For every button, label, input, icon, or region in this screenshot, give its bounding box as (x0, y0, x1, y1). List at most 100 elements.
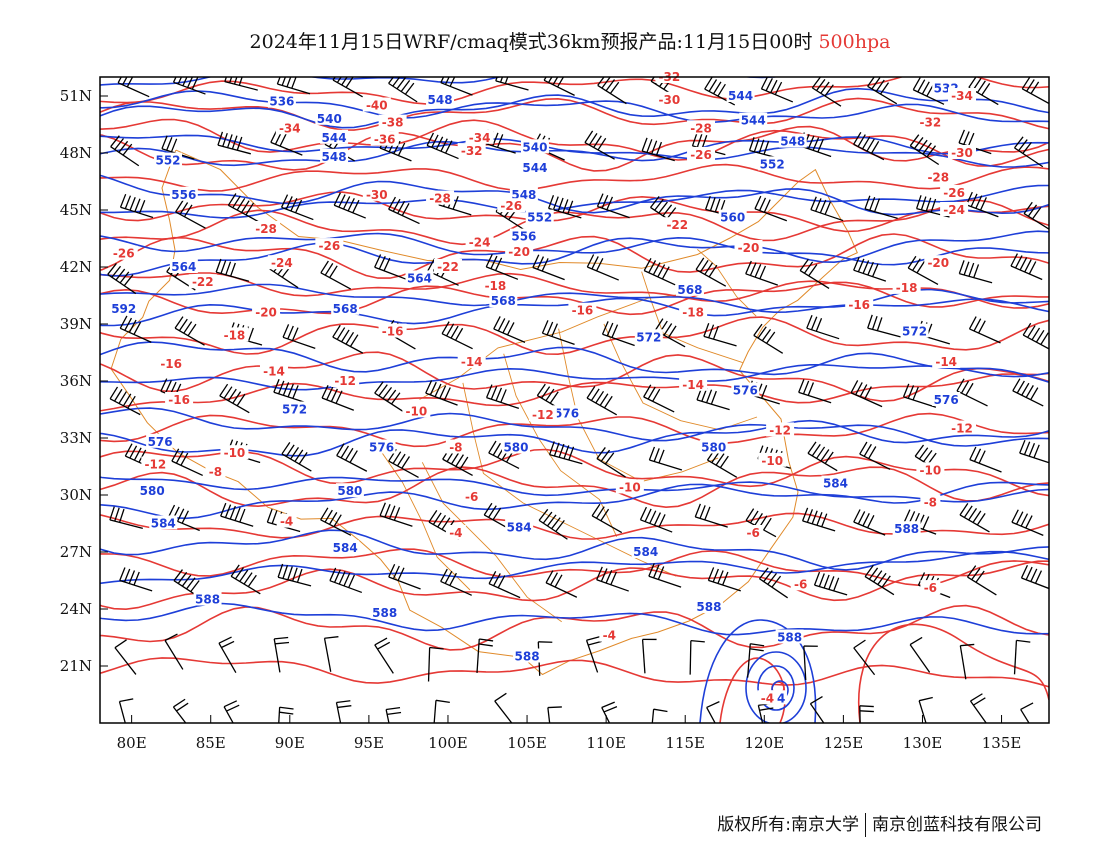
height-contour-labels: 536 548 540 544 548 552 540 544 548 552 556 556 564 5… (109, 80, 961, 705)
temperature-label-bg (734, 240, 763, 254)
temperature-label-bg (766, 422, 795, 437)
wind-barb (864, 195, 898, 220)
temperature-label-bg (165, 392, 194, 406)
province-border (641, 271, 743, 364)
temperature-label: -30 (951, 146, 973, 160)
wind-barb (336, 443, 368, 472)
height-label: 572 (282, 403, 307, 417)
temperature-label: -30 (366, 188, 388, 202)
height-label-bg (320, 148, 349, 163)
wind-barb (1013, 639, 1031, 675)
height-contour (100, 407, 1049, 447)
temperature-isotherms (100, 77, 1049, 723)
height-label: 588 (894, 522, 919, 536)
temperature-label-bg (457, 143, 486, 158)
height-label: 552 (527, 211, 552, 225)
height-closed-contour (745, 651, 807, 723)
wind-barb (867, 77, 898, 105)
height-label-bg (509, 186, 538, 201)
wind-barb (965, 191, 999, 218)
height-label: 536 (269, 95, 294, 109)
wind-barb (388, 77, 418, 103)
footer-right: 南京创蓝科技有限公司 (872, 815, 1042, 835)
temperature-label: -16 (382, 325, 404, 339)
height-contour (100, 476, 1049, 503)
wind-barb (810, 196, 844, 222)
height-label: 584 (507, 520, 532, 534)
wind-barb (760, 77, 794, 103)
height-label: 548 (322, 150, 347, 164)
temperature-label-bg (757, 690, 778, 705)
wind-barb (1020, 565, 1049, 590)
temperature-label: -22 (437, 260, 459, 274)
temperature-contour (100, 272, 1049, 309)
title-level: 500hpa (818, 31, 891, 53)
temperature-label-bg (743, 525, 764, 539)
wind-barb (586, 254, 619, 281)
wind-barb (907, 255, 939, 286)
temperature-label: -8 (449, 441, 462, 455)
wind-barb (219, 383, 250, 414)
temperature-contour (100, 412, 1049, 448)
height-label: 568 (491, 294, 516, 308)
wind-barb (476, 638, 494, 673)
temperature-label: -8 (209, 465, 222, 479)
temperature-label-bg (205, 464, 226, 479)
wind-barb (703, 323, 737, 347)
temperature-label: -34 (279, 121, 301, 135)
height-label-bg (146, 433, 175, 448)
lon-tick-label: 125E (824, 734, 864, 752)
wind-barb (281, 441, 312, 472)
wind-barb (591, 503, 623, 534)
temperature-label: -20 (508, 245, 530, 259)
title-main: 2024年11月15日WRF/cmaq模式36km预报产品:11月15日00时 (249, 31, 813, 53)
wind-barb (388, 563, 421, 590)
height-label-bg (267, 93, 296, 108)
temperature-label: -26 (318, 239, 340, 253)
wind-barb (321, 385, 355, 411)
height-label-bg (370, 604, 399, 619)
temperature-label: -28 (927, 171, 949, 185)
wind-barb (746, 643, 765, 678)
wind-barb (333, 192, 366, 219)
temperature-label: -24 (271, 256, 293, 270)
temperature-label: -26 (690, 148, 712, 162)
temperature-label: -10 (224, 446, 246, 460)
height-label-bg (405, 270, 434, 285)
lat-tick-label: 42N (60, 258, 92, 276)
wind-barb (374, 637, 394, 674)
temperature-label-bg (220, 445, 249, 460)
height-label-bg (631, 544, 660, 558)
wind-barb (277, 563, 312, 587)
wind-barb (758, 567, 789, 599)
height-label: 552 (760, 157, 785, 171)
temperature-label: -8 (924, 496, 937, 510)
temperature-label: -18 (224, 328, 246, 342)
temperature-label: -10 (619, 480, 641, 494)
wind-barb (175, 199, 206, 229)
height-label-bg (718, 209, 747, 224)
temperature-label: -10 (405, 404, 427, 418)
temperature-label: -26 (500, 199, 522, 213)
height-label: 592 (111, 302, 136, 316)
lat-tick-label: 30N (60, 486, 92, 504)
temperature-label-bg (465, 129, 494, 144)
temperature-label-bg (188, 274, 217, 289)
temperature-label: -4 (761, 691, 774, 705)
temperature-label: -32 (461, 144, 483, 158)
province-border (558, 328, 719, 482)
wind-barb (117, 77, 150, 98)
temperature-label-bg (331, 373, 360, 387)
temperature-label-bg (457, 354, 486, 368)
temperature-label: -32 (920, 116, 942, 130)
temperature-label-bg (141, 456, 170, 471)
wind-barb (918, 696, 933, 723)
height-label: 552 (155, 154, 180, 168)
lat-tick-label: 21N (60, 657, 92, 675)
wind-barb (323, 636, 339, 672)
temperature-label-bg (758, 452, 787, 467)
temperature-label: -20 (738, 241, 760, 255)
wind-barb (379, 502, 413, 527)
wind-barb (488, 571, 521, 599)
longitude-axis: 80E 85E 90E 95E 100E 105E 110E 115E 120E 125E 130E… (117, 715, 1021, 752)
